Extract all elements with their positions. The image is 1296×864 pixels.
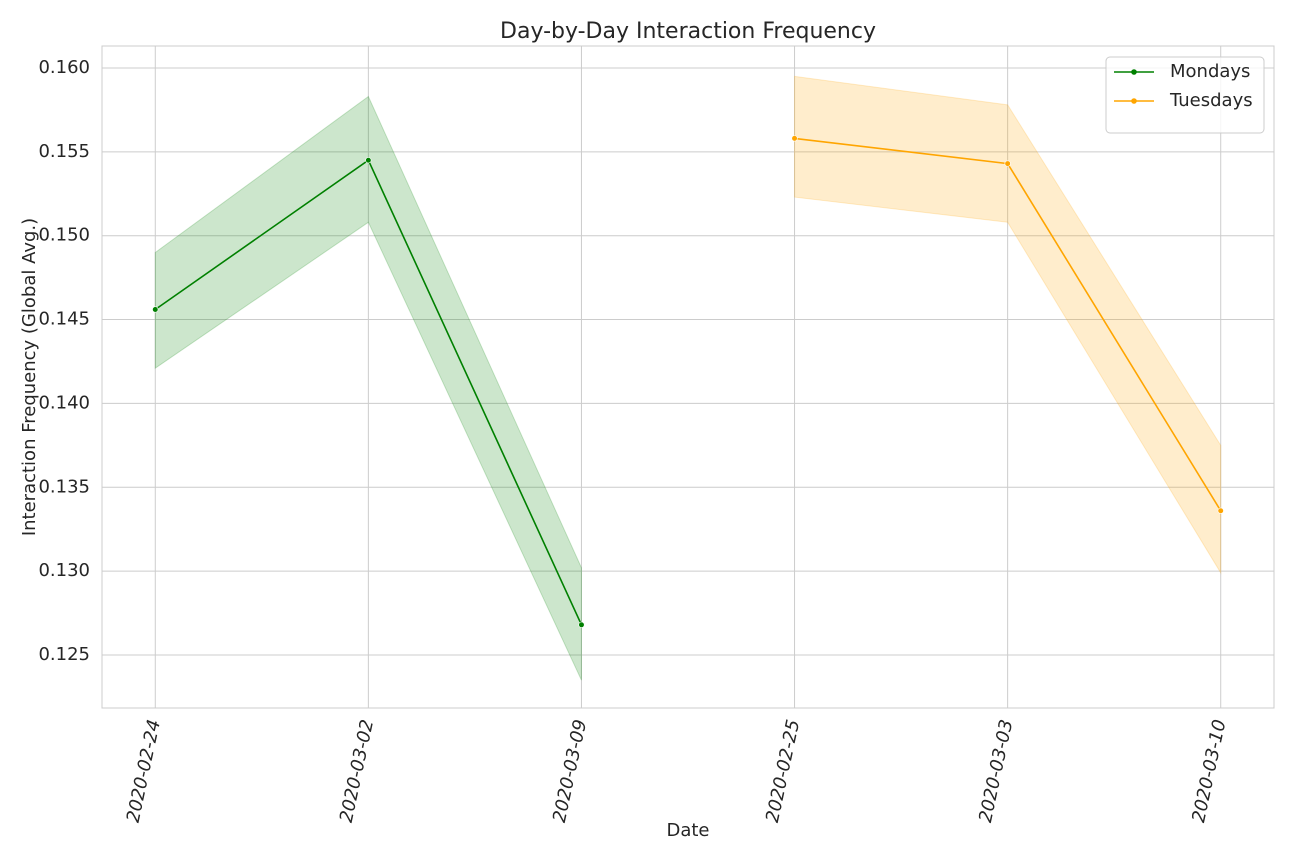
y-axis-label: Interaction Frequency (Global Avg.) (19, 218, 40, 536)
legend-label: Mondays (1170, 61, 1250, 82)
y-tick-label: 0.135 (38, 476, 90, 497)
legend-marker (1131, 69, 1137, 75)
legend-label: Tuesdays (1169, 90, 1253, 111)
confidence-band (794, 75, 1222, 575)
y-tick-label: 0.125 (38, 644, 90, 665)
point (1004, 160, 1011, 167)
y-tick-label: 0.155 (38, 141, 90, 162)
confidence-band (154, 95, 582, 681)
point (365, 157, 372, 164)
plot-frame (101, 45, 1275, 709)
legend-box (1105, 56, 1265, 134)
chart-title: Day-by-Day Interaction Frequency (500, 19, 876, 44)
y-tick-label: 0.145 (38, 309, 90, 330)
y-tick-label: 0.130 (38, 560, 90, 581)
point (152, 306, 159, 313)
point (791, 135, 798, 142)
legend-marker (1131, 98, 1137, 104)
y-tick-label: 0.150 (38, 225, 90, 246)
x-axis-label: Date (666, 820, 709, 841)
y-tick-label: 0.160 (38, 57, 90, 78)
point (1217, 507, 1224, 514)
y-tick-label: 0.140 (38, 392, 90, 413)
point (578, 621, 585, 628)
